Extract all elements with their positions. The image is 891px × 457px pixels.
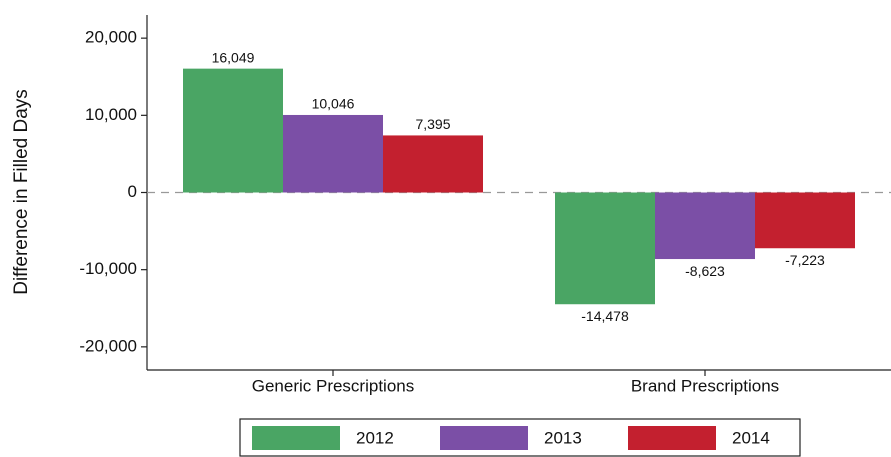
bar [283,114,383,193]
value-label: -8,623 [685,263,725,279]
x-tick-label: Brand Prescriptions [631,376,779,395]
value-label: 7,395 [415,116,450,132]
y-tick-label: -20,000 [79,336,137,355]
x-tick-label: Generic Prescriptions [252,376,415,395]
bar [755,192,855,249]
value-label: 10,046 [312,96,355,112]
y-tick-label: 0 [128,182,137,201]
bar [555,192,655,305]
y-tick-label: 20,000 [85,28,137,47]
y-tick-label: -10,000 [79,259,137,278]
legend-label: 2013 [544,428,582,447]
bar [183,68,283,193]
bar [383,135,483,193]
legend-label: 2014 [732,428,770,447]
y-tick-label: 10,000 [85,105,137,124]
bar [655,192,755,260]
legend-swatch [440,426,528,450]
legend-label: 2012 [356,428,394,447]
legend-swatch [628,426,716,450]
legend-swatch [252,426,340,450]
y-axis-label: Difference in Filled Days [11,89,32,295]
value-label: -14,478 [581,308,629,324]
value-label: -7,223 [785,252,825,268]
value-label: 16,049 [212,49,255,65]
